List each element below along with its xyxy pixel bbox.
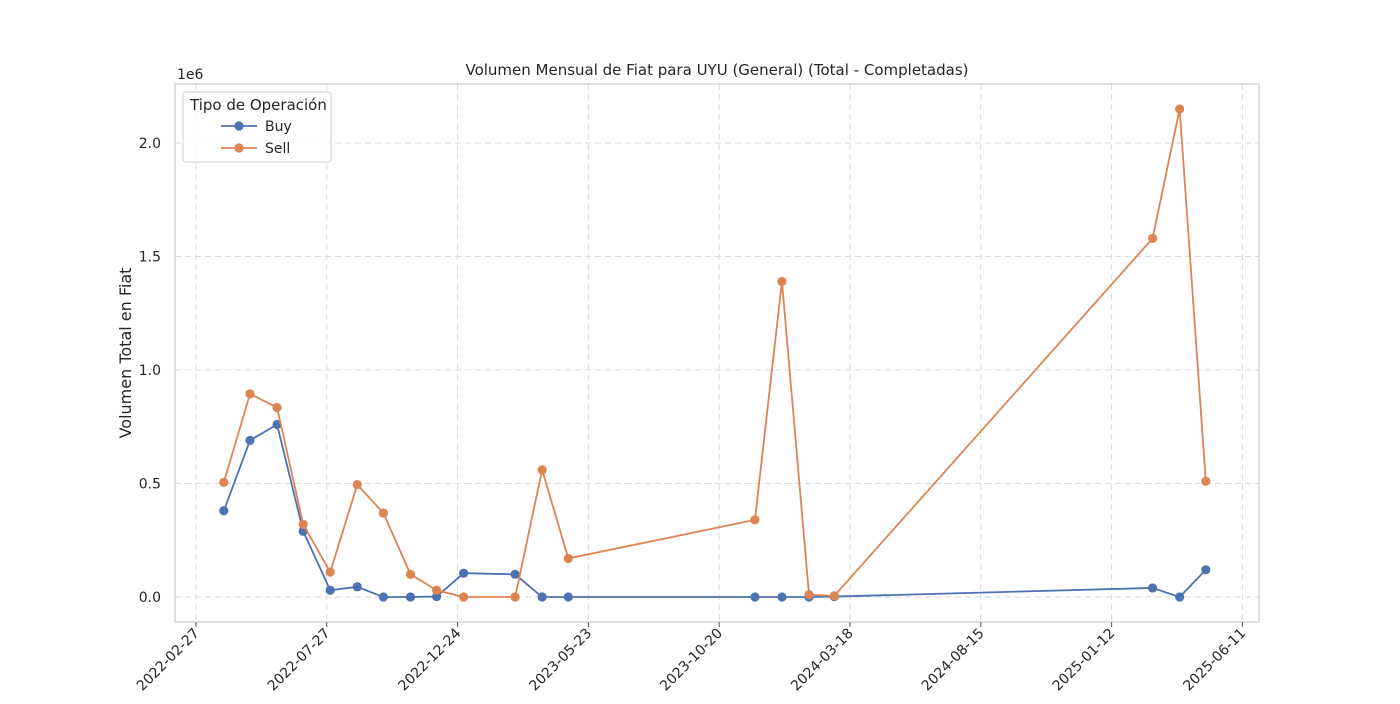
data-point-buy: [1148, 583, 1158, 593]
data-point-sell: [750, 515, 760, 525]
data-point-buy: [405, 592, 416, 602]
data-point-sell: [378, 508, 389, 518]
series-sell: [219, 104, 1211, 602]
legend: Tipo de Operación Buy Sell: [182, 91, 332, 163]
legend-items: Buy Sell: [221, 119, 292, 157]
data-point-buy: [459, 568, 469, 578]
legend-item-buy: Buy: [221, 119, 292, 135]
y-axis-label: Volumen Total en Fiat: [116, 268, 135, 439]
data-point-buy: [352, 582, 362, 592]
legend-swatch-marker: [234, 121, 244, 131]
data-point-buy: [750, 592, 760, 602]
data-point-sell: [777, 276, 787, 287]
data-point-buy: [510, 569, 520, 579]
data-point-buy: [563, 592, 573, 602]
y-tick-label: 1.0: [139, 363, 161, 379]
plot-frame: [174, 83, 1260, 623]
legend-item-label: Buy: [265, 119, 292, 135]
data-point-sell: [432, 585, 442, 595]
data-point-sell: [459, 592, 469, 602]
data-point-sell: [1148, 233, 1158, 243]
legend-swatch-marker: [234, 143, 244, 153]
y-tick-label: 1.5: [139, 250, 161, 266]
y-tick-label: 2.0: [139, 136, 161, 152]
data-point-sell: [829, 591, 839, 601]
data-point-sell: [219, 477, 229, 487]
data-point-buy: [219, 506, 229, 516]
data-point-buy: [378, 592, 389, 602]
data-point-buy: [777, 592, 787, 602]
y-tick-label: 0.0: [139, 590, 161, 606]
chart-title: Volumen Mensual de Fiat para UYU (Genera…: [465, 61, 968, 79]
legend-title: Tipo de Operación: [189, 96, 327, 114]
legend-box: [182, 91, 332, 163]
data-point-buy: [1201, 565, 1211, 575]
series-layer: [219, 104, 1211, 602]
data-point-buy: [272, 419, 282, 430]
y-offset-label: 1e6: [177, 67, 204, 83]
legend-item-label: Sell: [265, 141, 290, 157]
data-point-buy: [245, 435, 255, 445]
data-point-sell: [563, 553, 573, 564]
data-point-sell: [405, 569, 416, 579]
data-point-buy: [1175, 592, 1185, 602]
data-point-sell: [245, 389, 255, 399]
data-point-sell: [352, 480, 362, 490]
data-point-buy: [537, 592, 547, 602]
data-point-sell: [510, 592, 520, 602]
data-point-sell: [298, 519, 308, 529]
data-point-sell: [272, 402, 282, 413]
data-point-buy: [432, 591, 442, 602]
data-point-sell: [804, 590, 814, 600]
data-point-buy: [325, 585, 335, 595]
data-point-sell: [1175, 104, 1185, 114]
legend-item-sell: Sell: [221, 141, 290, 157]
data-point-sell: [537, 465, 547, 475]
data-point-sell: [1201, 476, 1211, 486]
data-point-sell: [325, 567, 335, 577]
y-tick-label: 0.5: [139, 477, 161, 493]
